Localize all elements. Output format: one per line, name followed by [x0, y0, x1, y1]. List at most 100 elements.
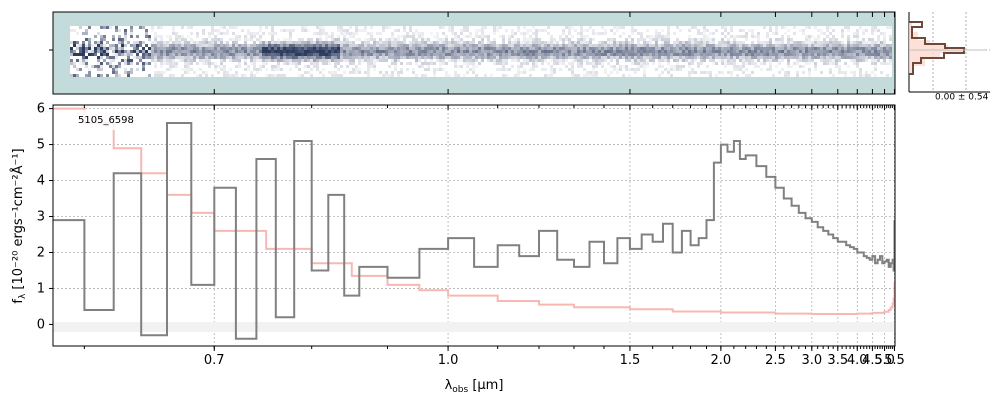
- twod-pixel: [679, 59, 682, 62]
- twod-pixel: [268, 71, 271, 74]
- twod-pixel: [853, 47, 856, 50]
- twod-pixel: [886, 62, 889, 65]
- twod-pixel: [181, 62, 184, 65]
- twod-pixel: [802, 50, 805, 53]
- twod-pixel: [565, 47, 568, 50]
- twod-pixel: [220, 53, 223, 56]
- twod-pixel: [865, 65, 868, 68]
- twod-pixel: [553, 35, 556, 38]
- twod-pixel: [709, 65, 712, 68]
- twod-pixel: [526, 71, 529, 74]
- twod-pixel: [280, 26, 283, 29]
- twod-pixel: [523, 65, 526, 68]
- twod-pixel: [160, 32, 163, 35]
- twod-pixel: [271, 74, 274, 77]
- twod-pixel: [718, 65, 721, 68]
- twod-pixel: [526, 47, 529, 50]
- twod-pixel: [772, 59, 775, 62]
- twod-pixel: [208, 26, 211, 29]
- twod-pixel: [91, 29, 94, 32]
- twod-pixel: [598, 26, 601, 29]
- twod-pixel: [109, 38, 112, 41]
- twod-pixel: [781, 38, 784, 41]
- twod-pixel: [877, 47, 880, 50]
- twod-pixel: [718, 71, 721, 74]
- twod-pixel: [379, 74, 382, 77]
- twod-pixel: [874, 35, 877, 38]
- twod-pixel: [85, 62, 88, 65]
- twod-pixel: [583, 50, 586, 53]
- twod-pixel: [262, 50, 265, 53]
- twod-pixel: [517, 62, 520, 65]
- twod-pixel: [313, 53, 316, 56]
- twod-pixel: [670, 59, 673, 62]
- twod-pixel: [265, 71, 268, 74]
- twod-pixel: [376, 53, 379, 56]
- twod-pixel: [85, 44, 88, 47]
- twod-pixel: [844, 68, 847, 71]
- twod-pixel: [667, 41, 670, 44]
- twod-pixel: [613, 32, 616, 35]
- twod-pixel: [595, 29, 598, 32]
- twod-pixel: [388, 62, 391, 65]
- twod-pixel: [664, 68, 667, 71]
- twod-pixel: [499, 47, 502, 50]
- twod-pixel: [199, 38, 202, 41]
- twod-pixel: [319, 68, 322, 71]
- twod-pixel: [544, 50, 547, 53]
- twod-pixel: [91, 71, 94, 74]
- twod-pixel: [562, 29, 565, 32]
- twod-pixel: [574, 32, 577, 35]
- twod-pixel: [676, 59, 679, 62]
- twod-pixel: [475, 68, 478, 71]
- twod-pixel: [283, 38, 286, 41]
- twod-pixel: [754, 74, 757, 77]
- twod-pixel: [580, 65, 583, 68]
- twod-pixel: [610, 65, 613, 68]
- twod-pixel: [562, 50, 565, 53]
- twod-pixel: [394, 56, 397, 59]
- twod-pixel: [457, 74, 460, 77]
- twod-pixel: [712, 35, 715, 38]
- twod-pixel: [106, 47, 109, 50]
- twod-pixel: [694, 35, 697, 38]
- twod-pixel: [889, 35, 892, 38]
- twod-pixel: [373, 74, 376, 77]
- twod-pixel: [886, 38, 889, 41]
- twod-pixel: [811, 53, 814, 56]
- twod-pixel: [334, 59, 337, 62]
- twod-pixel: [733, 53, 736, 56]
- twod-pixel: [466, 41, 469, 44]
- twod-pixel: [274, 47, 277, 50]
- twod-pixel: [241, 26, 244, 29]
- twod-pixel: [685, 68, 688, 71]
- twod-pixel: [877, 62, 880, 65]
- twod-pixel: [850, 47, 853, 50]
- twod-pixel: [631, 38, 634, 41]
- twod-pixel: [352, 35, 355, 38]
- twod-pixel: [718, 38, 721, 41]
- twod-pixel: [886, 26, 889, 29]
- twod-pixel: [265, 65, 268, 68]
- twod-pixel: [283, 44, 286, 47]
- twod-pixel: [193, 26, 196, 29]
- twod-pixel: [193, 44, 196, 47]
- twod-pixel: [391, 62, 394, 65]
- twod-pixel: [517, 38, 520, 41]
- twod-pixel: [463, 26, 466, 29]
- twod-pixel: [754, 44, 757, 47]
- twod-pixel: [184, 38, 187, 41]
- twod-pixel: [232, 56, 235, 59]
- twod-pixel: [217, 53, 220, 56]
- twod-pixel: [247, 74, 250, 77]
- twod-pixel: [337, 74, 340, 77]
- twod-pixel: [766, 41, 769, 44]
- twod-pixel: [274, 62, 277, 65]
- twod-pixel: [535, 32, 538, 35]
- twod-pixel: [676, 50, 679, 53]
- twod-pixel: [238, 41, 241, 44]
- twod-pixel: [292, 41, 295, 44]
- twod-pixel: [598, 50, 601, 53]
- twod-pixel: [415, 29, 418, 32]
- twod-pixel: [427, 50, 430, 53]
